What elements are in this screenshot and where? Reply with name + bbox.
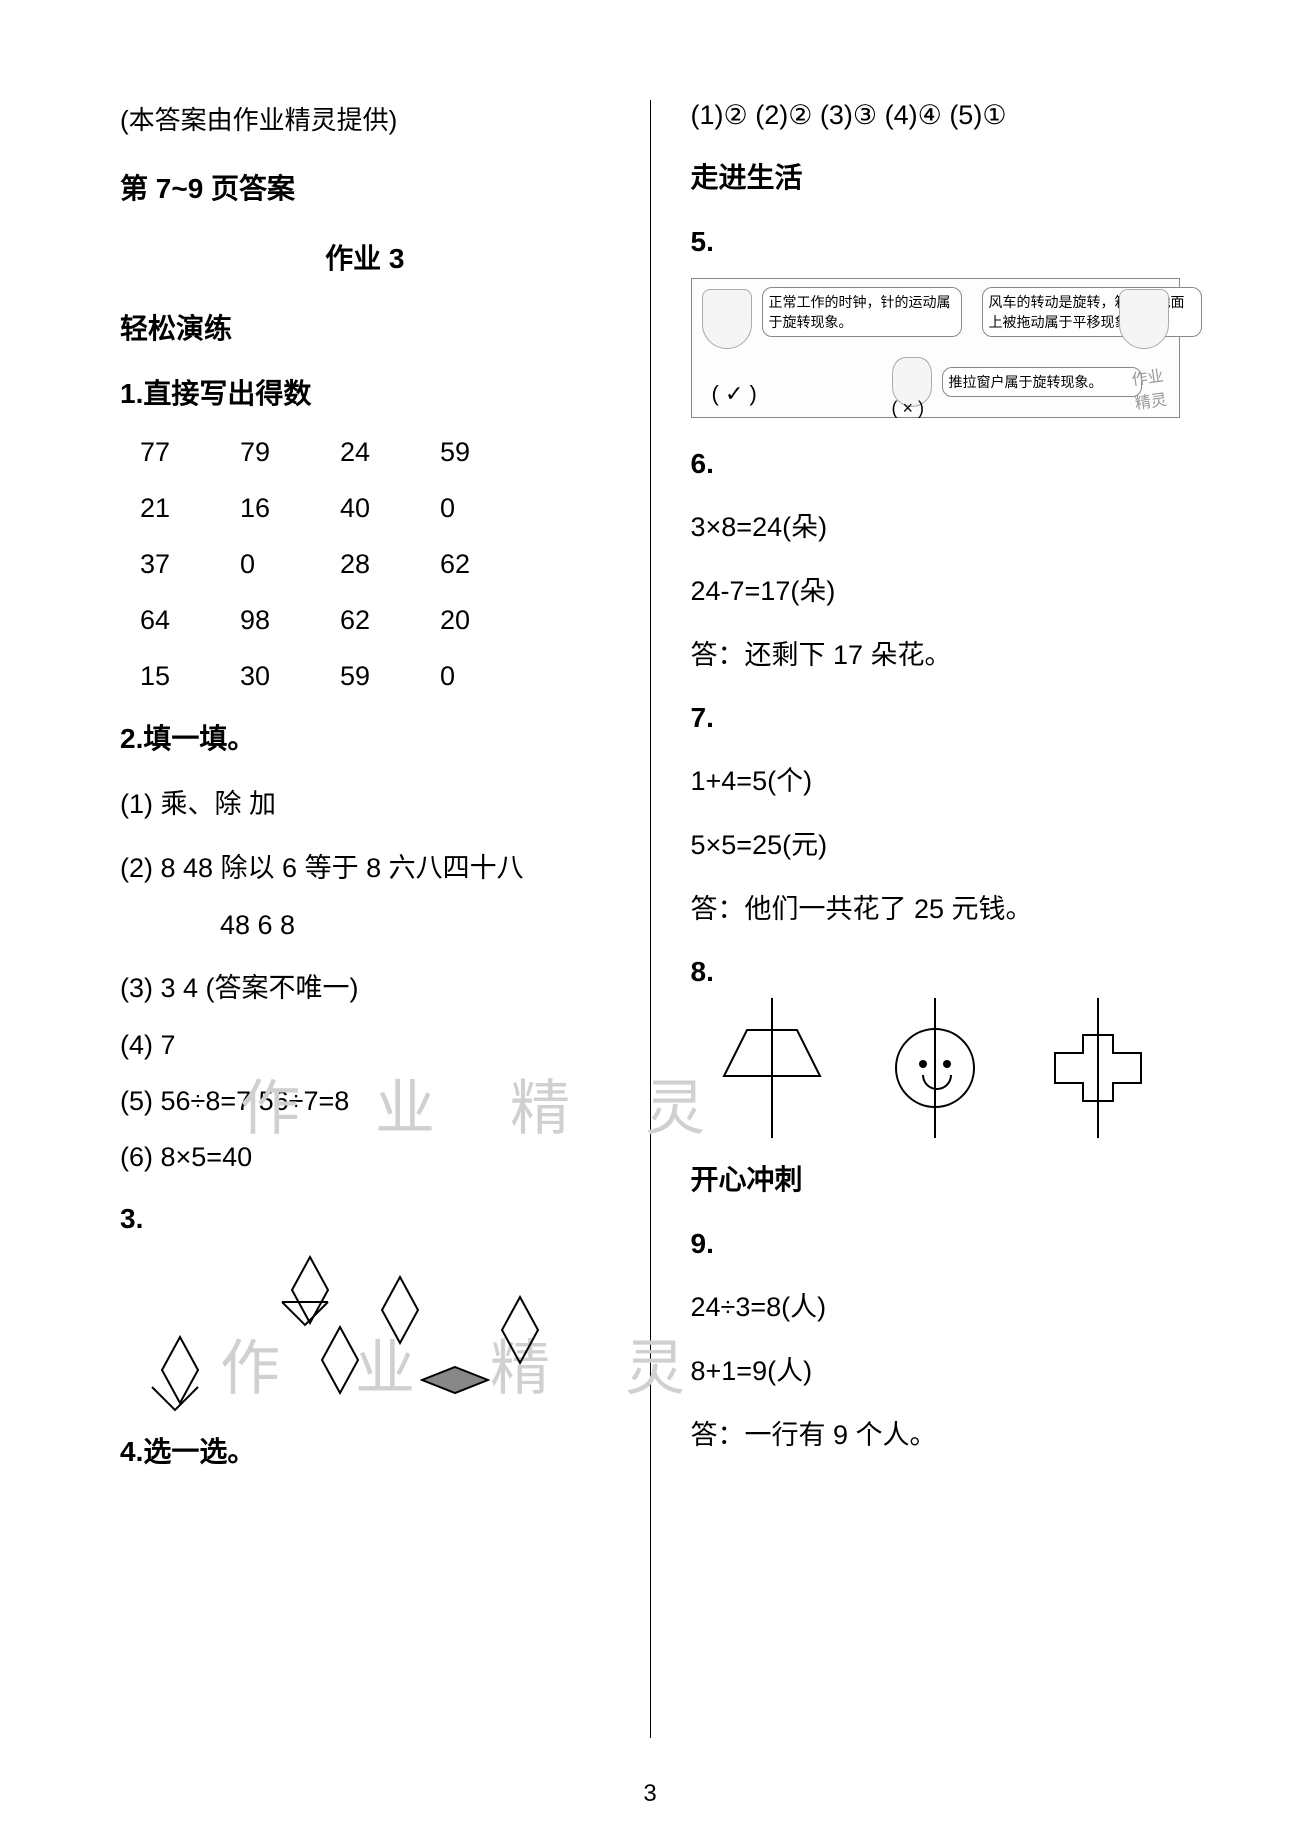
table-row: 77 79 24 59 [120,437,610,468]
assignment-title: 作业 3 [120,237,610,277]
q4-heading: 4.选一选。 [120,1430,610,1470]
cell: 21 [120,493,220,524]
q3-figure [120,1255,610,1405]
cell: 0 [420,493,520,524]
q8-heading: 8. [691,956,1181,988]
cell: 16 [220,493,320,524]
q7-line: 1+4=5(个) [691,759,1181,798]
table-row: 64 98 62 20 [120,605,610,636]
rhombus-icon [320,1325,360,1395]
table-row: 37 0 28 62 [120,549,610,580]
cross-icon [1053,1033,1143,1103]
mouth-icon [922,1075,952,1090]
stamp-watermark: 作业 精灵 [1106,359,1192,418]
q5-figure: 正常工作的时钟，针的运动属于旋转现象。 风车的转动是旋转，箱子在地面上被拖动属于… [691,278,1181,418]
rhombus-icon [380,1275,420,1345]
right-column: (1)② (2)② (3)③ (4)④ (5)① 走进生活 5. 正常工作的时钟… [651,100,1201,1738]
trapezoid-icon [722,1028,822,1078]
cell: 79 [220,437,320,468]
q9-line: 答：一行有 9 个人。 [691,1413,1181,1452]
table-row: 21 16 40 0 [120,493,610,524]
cell: 20 [420,605,520,636]
q7-line: 答：他们一共花了 25 元钱。 [691,887,1181,926]
cell: 0 [220,549,320,580]
q2-heading: 2.填一填。 [120,717,610,757]
speech-bubble: 正常工作的时钟，针的运动属于旋转现象。 [762,287,962,337]
q2-line: (1) 乘、除 加 [120,782,610,821]
q7-line: 5×5=25(元) [691,823,1181,862]
q3-heading: 3. [120,1203,610,1235]
rhombus-filled-icon [420,1365,490,1395]
number-table: 77 79 24 59 21 16 40 0 37 0 28 62 64 98 … [120,437,610,692]
cell: 59 [320,661,420,692]
q9-line: 8+1=9(人) [691,1349,1181,1388]
cell: 98 [220,605,320,636]
cell: 40 [320,493,420,524]
character-icon [702,289,752,349]
smiley-shape [865,998,1005,1138]
eye-icon [943,1060,951,1068]
cross-shape [1028,998,1168,1138]
cross-mark: ( × ) [892,398,925,419]
q9-heading: 9. [691,1228,1181,1260]
q2-line: (2) 8 48 除以 6 等于 8 六八四十八 [120,846,610,885]
page-number: 3 [0,1780,1300,1808]
cell: 77 [120,437,220,468]
cell: 37 [120,549,220,580]
cell: 59 [420,437,520,468]
section-heading: 走进生活 [691,156,1181,196]
q2-line: 48 6 8 [120,910,610,941]
eye-icon [919,1060,927,1068]
q4-answers: (1)② (2)② (3)③ (4)④ (5)① [691,100,1181,131]
chevron-icon [150,1385,200,1415]
table-row: 15 30 59 0 [120,661,610,692]
source-note: (本答案由作业精灵提供) [120,100,610,137]
q5-heading: 5. [691,226,1181,258]
trapezoid-shape [702,998,842,1138]
cell: 64 [120,605,220,636]
cell: 62 [420,549,520,580]
q6-heading: 6. [691,448,1181,480]
cell: 15 [120,661,220,692]
q9-line: 24÷3=8(人) [691,1285,1181,1324]
q6-line: 3×8=24(朵) [691,505,1181,544]
q6-line: 答：还剩下 17 朵花。 [691,633,1181,672]
rhombus-icon [500,1295,540,1365]
cell: 24 [320,437,420,468]
q2-line: (3) 3 4 (答案不唯一) [120,966,610,1005]
q1-heading: 1.直接写出得数 [120,372,610,412]
q2-line: (5) 56÷8=7 56÷7=8 [120,1086,610,1117]
section-heading: 开心冲刺 [691,1158,1181,1198]
left-column: (本答案由作业精灵提供) 第 7~9 页答案 作业 3 轻松演练 1.直接写出得… [100,100,650,1738]
cell: 30 [220,661,320,692]
character-icon [1119,289,1169,349]
cell: 62 [320,605,420,636]
cell: 0 [420,661,520,692]
page-range-heading: 第 7~9 页答案 [120,167,610,207]
section-heading: 轻松演练 [120,307,610,347]
q8-figure [691,1008,1181,1128]
smiley-icon [895,1028,975,1108]
q2-line: (4) 7 [120,1030,610,1061]
q6-line: 24-7=17(朵) [691,569,1181,608]
check-mark: ( ✓ ) [712,381,757,407]
cell: 28 [320,549,420,580]
q2-line: (6) 8×5=40 [120,1142,610,1173]
q7-heading: 7. [691,702,1181,734]
